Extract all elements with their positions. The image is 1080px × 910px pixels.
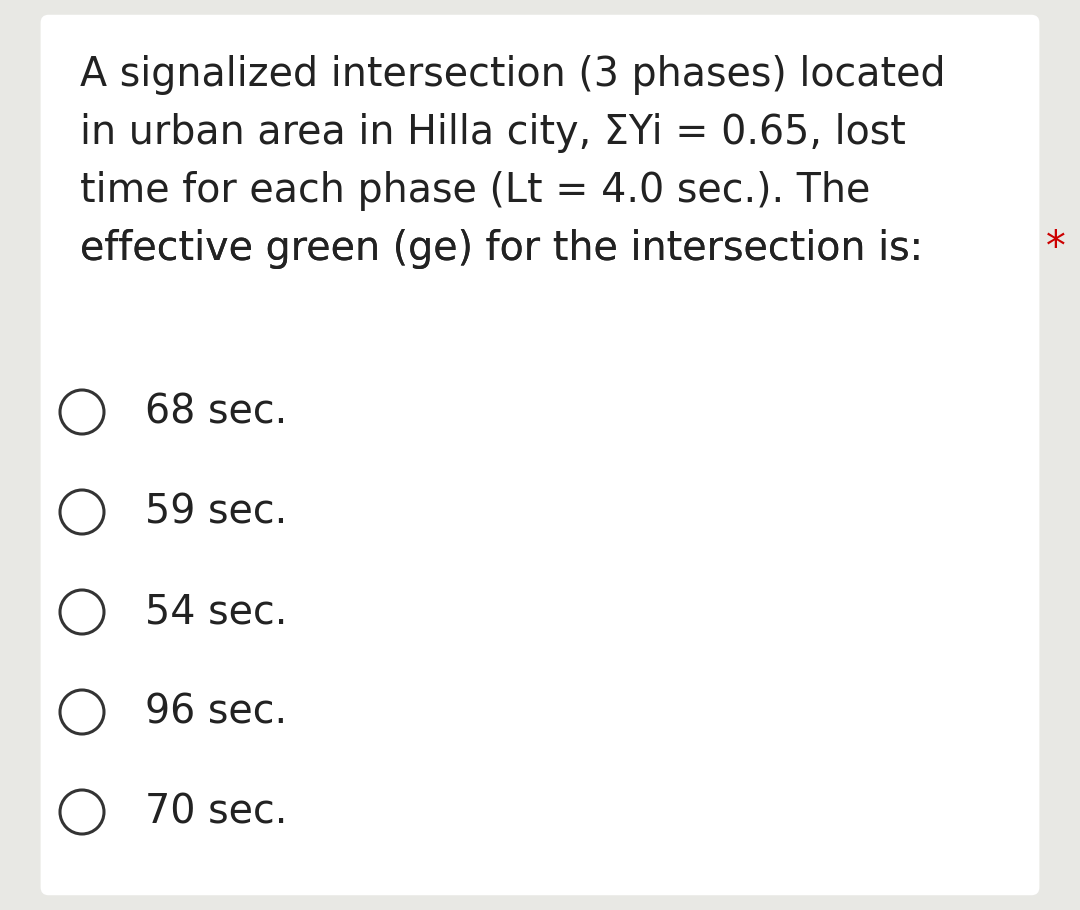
- Text: in urban area in Hilla city, ΣYi = 0.65, lost: in urban area in Hilla city, ΣYi = 0.65,…: [80, 113, 906, 153]
- FancyBboxPatch shape: [41, 15, 1039, 895]
- Text: 70 sec.: 70 sec.: [145, 792, 287, 832]
- Text: 68 sec.: 68 sec.: [145, 392, 287, 432]
- Text: 54 sec.: 54 sec.: [145, 592, 287, 632]
- Text: time for each phase (Lt = 4.0 sec.). The: time for each phase (Lt = 4.0 sec.). The: [80, 171, 870, 211]
- Text: 96 sec.: 96 sec.: [145, 692, 287, 732]
- Text: *: *: [1047, 229, 1066, 269]
- Text: 59 sec.: 59 sec.: [145, 492, 287, 532]
- Text: effective green (ge) for the intersection is:: effective green (ge) for the intersectio…: [80, 229, 923, 269]
- Text: A signalized intersection (3 phases) located: A signalized intersection (3 phases) loc…: [80, 55, 946, 95]
- Text: effective green (ge) for the intersection is:: effective green (ge) for the intersectio…: [80, 229, 923, 269]
